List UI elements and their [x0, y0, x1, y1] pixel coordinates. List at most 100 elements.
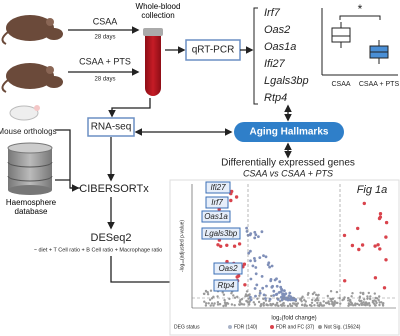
volcano-point — [209, 304, 212, 307]
volcano-point — [288, 303, 292, 306]
volcano-point — [257, 235, 260, 239]
volcano-point — [258, 256, 262, 259]
volcano-point — [366, 295, 369, 298]
volcano-point — [237, 242, 242, 246]
boxplot-category: CSAA + PTS — [359, 81, 400, 88]
volcano-point — [216, 295, 219, 298]
volcano-point — [276, 298, 280, 301]
volcano-point — [254, 272, 258, 276]
volcano-point — [378, 212, 383, 216]
volcano-point — [253, 303, 257, 306]
volcano-point — [259, 304, 263, 307]
legend-label: FDR (140) — [234, 324, 258, 330]
volcano-point — [358, 303, 361, 307]
volcano-point — [262, 302, 265, 306]
volcano-point — [270, 264, 274, 268]
aging-hallmarks-box — [234, 122, 344, 142]
volcano-point — [213, 302, 216, 305]
volcano-point — [281, 304, 284, 307]
gene: Irf7 — [264, 7, 281, 19]
boxplot-category: CSAA — [331, 81, 350, 88]
volcano-point — [280, 298, 284, 302]
group-label: CSAA — [93, 16, 118, 26]
volcano-point — [296, 302, 300, 305]
volcano-point — [339, 302, 342, 305]
volcano-point — [232, 294, 235, 297]
volcano-point — [203, 292, 206, 296]
volcano-point — [258, 291, 262, 295]
volcano-point — [233, 304, 236, 307]
volcano-point — [362, 301, 365, 304]
volcano-point — [329, 290, 333, 293]
volcano-point — [360, 303, 364, 307]
database-icon — [7, 142, 53, 195]
volcano-point — [219, 244, 223, 248]
volcano-point — [242, 262, 247, 266]
volcano-point — [289, 295, 292, 298]
rnaseq-box — [87, 117, 135, 137]
volcano-point — [332, 304, 335, 307]
volcano-point — [351, 292, 354, 295]
gene: Oas2 — [264, 24, 290, 36]
volcano-point — [348, 298, 352, 302]
volcano-point — [251, 264, 255, 268]
bracket — [253, 7, 258, 105]
volcano-point — [316, 301, 319, 305]
volcano-point — [303, 298, 306, 302]
volcano-point — [249, 298, 253, 302]
volcano-point — [258, 289, 262, 293]
legend-label: FDR and FC (37) — [276, 324, 315, 330]
volcano-point — [252, 301, 255, 304]
volcano-point — [234, 195, 239, 199]
gene: Lgals3bp — [264, 75, 309, 87]
volcano-point — [313, 304, 316, 307]
volcano-point — [347, 299, 350, 302]
aging-hallmarks-label: Aging Hallmarks — [250, 127, 329, 138]
volcano-point — [245, 290, 249, 293]
volcano-point — [253, 287, 257, 290]
volcano-point — [206, 293, 210, 296]
volcano-point — [269, 303, 272, 307]
volcano-point — [304, 300, 307, 303]
deg-comparison: CSAA vs CSAA + PTS — [243, 168, 333, 178]
volcano-point — [272, 289, 276, 293]
volcano-point — [382, 302, 385, 305]
gene: Rtp4 — [264, 92, 287, 104]
volcano-point — [307, 291, 310, 295]
gene-tag: Rtp4 — [218, 281, 235, 290]
volcano-point — [279, 285, 283, 289]
qpcr-label: qRT-PCR — [192, 45, 235, 56]
volcano-point — [212, 295, 215, 298]
volcano-point — [378, 247, 382, 251]
duration-label: 28 days — [94, 77, 115, 83]
volcano-point — [335, 290, 339, 294]
gene-tag: Irf7 — [211, 198, 223, 207]
volcano-point — [331, 301, 334, 304]
volcano-point — [343, 296, 346, 299]
volcano-point — [381, 304, 385, 307]
volcano-point — [368, 304, 371, 307]
volcano-point — [268, 297, 272, 301]
volcano-point — [212, 304, 215, 307]
volcano-point — [205, 302, 208, 305]
legend-swatch — [228, 325, 232, 329]
volcano-point — [253, 257, 256, 260]
volcano-point — [230, 303, 234, 306]
volcano-point — [313, 291, 316, 294]
volcano-point — [310, 304, 313, 308]
volcano-point — [216, 243, 220, 247]
gene: Oas1a — [264, 41, 296, 53]
boxplot-icon — [321, 8, 398, 76]
volcano-point — [249, 232, 253, 236]
volcano-point — [378, 215, 383, 219]
volcano-point — [317, 299, 320, 302]
volcano-point — [349, 301, 353, 304]
volcano-point — [369, 295, 372, 298]
volcano-point — [354, 302, 357, 305]
volcano-point — [362, 201, 366, 206]
volcano-point — [280, 296, 283, 299]
volcano-point — [283, 289, 286, 293]
volcano-point — [288, 291, 292, 295]
volcano-point — [203, 300, 206, 303]
deseq-formula: ~ diet + T Cell ratio + B Cell ratio + M… — [34, 247, 163, 253]
